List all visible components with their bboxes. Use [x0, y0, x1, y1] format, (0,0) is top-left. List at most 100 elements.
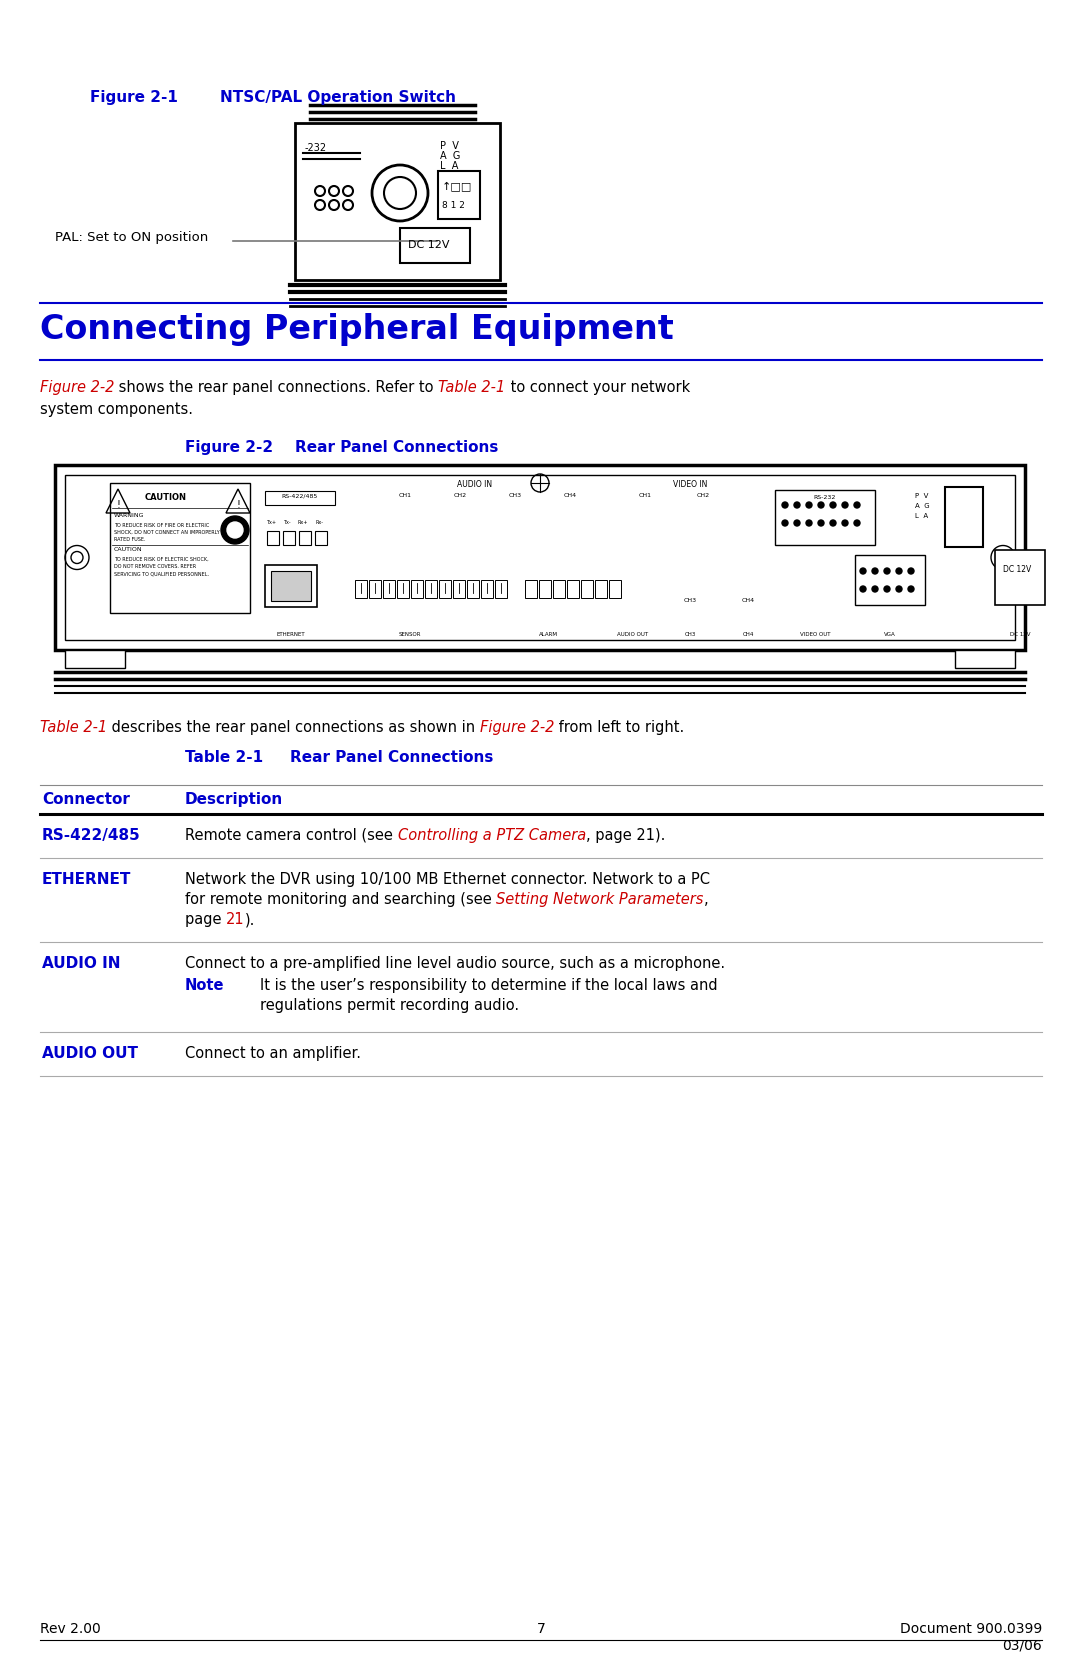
Text: NTSC/PAL Operation Switch: NTSC/PAL Operation Switch [220, 90, 456, 105]
Text: It is the user’s responsibility to determine if the local laws and: It is the user’s responsibility to deter… [260, 978, 717, 993]
Text: ETHERNET: ETHERNET [42, 871, 132, 886]
Text: RS-422/485: RS-422/485 [282, 494, 319, 499]
Text: ↑□□: ↑□□ [442, 180, 472, 190]
Text: L  A: L A [915, 512, 928, 519]
Circle shape [806, 502, 812, 507]
Bar [369, 581, 381, 598]
Bar [355, 581, 367, 598]
Text: Rx-: Rx- [315, 521, 323, 526]
Text: Rear Panel Connections: Rear Panel Connections [295, 441, 498, 456]
Text: A  G: A G [440, 150, 460, 160]
Text: CH3: CH3 [684, 598, 697, 603]
Text: Figure 2-2: Figure 2-2 [40, 381, 114, 396]
Circle shape [842, 502, 848, 507]
Text: Controlling a PTZ Camera: Controlling a PTZ Camera [397, 828, 585, 843]
Bar [945, 487, 983, 547]
Text: Table 2-1: Table 2-1 [40, 719, 107, 734]
Bar [299, 531, 311, 546]
Text: Connect to a pre-amplified line level audio source, such as a microphone.: Connect to a pre-amplified line level au… [185, 956, 725, 971]
Text: CAUTION: CAUTION [145, 492, 187, 502]
Circle shape [221, 516, 249, 544]
Text: !: ! [237, 501, 240, 511]
Circle shape [885, 567, 890, 574]
Circle shape [818, 521, 824, 526]
Text: Tx-: Tx- [283, 521, 291, 526]
Text: ALARM: ALARM [539, 633, 557, 638]
Circle shape [687, 577, 693, 582]
Text: CH3: CH3 [509, 492, 522, 497]
Bar [400, 229, 470, 264]
Text: SERVICING TO QUALIFIED PERSONNEL.: SERVICING TO QUALIFIED PERSONNEL. [114, 571, 210, 576]
Bar [495, 581, 507, 598]
Text: -232: -232 [305, 144, 327, 154]
Bar [383, 581, 395, 598]
Text: DC 12V: DC 12V [1003, 566, 1031, 574]
Bar [609, 581, 621, 598]
Text: P  V: P V [915, 492, 929, 499]
Text: DC 12V: DC 12V [408, 240, 449, 250]
Text: AUDIO OUT: AUDIO OUT [618, 633, 649, 638]
Text: page: page [185, 911, 226, 926]
Text: Tx+: Tx+ [266, 521, 276, 526]
Text: ).: ). [245, 911, 255, 926]
Circle shape [745, 577, 751, 582]
Bar [995, 551, 1045, 604]
Bar [271, 571, 311, 601]
Bar [397, 581, 409, 598]
Bar [426, 581, 437, 598]
Text: P  V: P V [440, 140, 459, 150]
Bar [411, 581, 423, 598]
Bar [438, 581, 451, 598]
Circle shape [457, 532, 463, 537]
Circle shape [854, 502, 860, 507]
Text: CH4: CH4 [564, 492, 577, 497]
Text: Connector: Connector [42, 793, 130, 808]
Text: to connect your network: to connect your network [505, 381, 690, 396]
Text: RS-422/485: RS-422/485 [42, 828, 140, 843]
Text: ETHERNET: ETHERNET [276, 633, 306, 638]
Text: VIDEO IN: VIDEO IN [673, 481, 707, 489]
Text: Table 2-1: Table 2-1 [185, 749, 264, 764]
Circle shape [854, 521, 860, 526]
Text: L  A: L A [440, 160, 458, 170]
Circle shape [630, 581, 636, 586]
Text: for remote monitoring and searching (see: for remote monitoring and searching (see [185, 891, 497, 906]
Text: DC 12V: DC 12V [1010, 633, 1030, 638]
Circle shape [700, 531, 706, 536]
Text: DO NOT REMOVE COVERS. REFER: DO NOT REMOVE COVERS. REFER [114, 564, 197, 569]
Text: CH3: CH3 [685, 633, 696, 638]
Bar [438, 170, 480, 219]
Text: Document 900.0399
03/06: Document 900.0399 03/06 [900, 1622, 1042, 1652]
Text: AUDIO OUT: AUDIO OUT [42, 1046, 138, 1061]
Circle shape [794, 502, 800, 507]
Circle shape [860, 567, 866, 574]
Text: from left to right.: from left to right. [554, 719, 685, 734]
Text: AUDIO IN: AUDIO IN [458, 481, 492, 489]
Circle shape [908, 586, 914, 592]
Text: VIDEO OUT: VIDEO OUT [800, 633, 831, 638]
Bar [55, 466, 1025, 649]
Circle shape [842, 521, 848, 526]
Text: Rear Panel Connections: Rear Panel Connections [291, 749, 494, 764]
Circle shape [896, 567, 902, 574]
Text: shows the rear panel connections. Refer to: shows the rear panel connections. Refer … [114, 381, 438, 396]
Circle shape [782, 521, 788, 526]
Circle shape [402, 532, 408, 537]
Text: Rx+: Rx+ [298, 521, 308, 526]
Text: Figure 2-2: Figure 2-2 [185, 441, 273, 456]
Bar [539, 581, 551, 598]
Text: CH2: CH2 [697, 492, 710, 497]
Circle shape [512, 532, 518, 537]
Bar [453, 581, 465, 598]
Bar [267, 531, 279, 546]
Text: CH1: CH1 [399, 492, 411, 497]
Text: CAUTION: CAUTION [114, 547, 143, 552]
Text: Figure 2-2: Figure 2-2 [480, 719, 554, 734]
Circle shape [567, 532, 573, 537]
Text: CH4: CH4 [742, 598, 755, 603]
Bar [315, 531, 327, 546]
Bar [265, 566, 318, 608]
Text: ,: , [704, 891, 708, 906]
Text: Connect to an amplifier.: Connect to an amplifier. [185, 1046, 361, 1061]
Text: SHOCK, DO NOT CONNECT AN IMPROPERLY: SHOCK, DO NOT CONNECT AN IMPROPERLY [114, 531, 219, 536]
